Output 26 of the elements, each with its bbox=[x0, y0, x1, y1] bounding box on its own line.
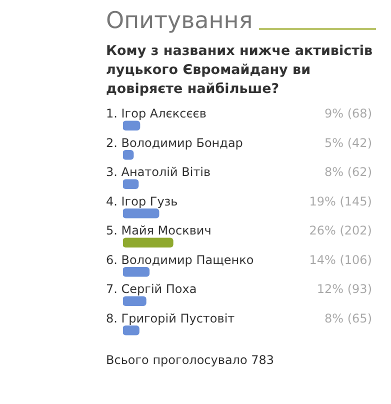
y-tick-label: 1. Ігор Алєксєєв bbox=[106, 106, 206, 121]
bar bbox=[123, 179, 139, 189]
data-label: 9% (68) bbox=[324, 106, 372, 121]
data-label: 5% (42) bbox=[324, 136, 372, 150]
y-tick-label: 5. Майя Москвич bbox=[106, 224, 212, 238]
bar bbox=[123, 208, 160, 218]
bar bbox=[123, 238, 174, 248]
data-label: 8% (62) bbox=[324, 165, 372, 180]
y-tick-label: 7. Сергій Поха bbox=[106, 282, 197, 296]
data-label: 19% (145) bbox=[309, 194, 372, 208]
y-tick-label: 4. Ігор Гузь bbox=[106, 194, 178, 208]
data-label: 14% (106) bbox=[309, 252, 372, 267]
chart-title: Опитування bbox=[106, 8, 253, 34]
data-label: 26% (202) bbox=[309, 224, 372, 238]
bar bbox=[123, 296, 146, 306]
y-tick-label: 3. Анатолій Вітів bbox=[106, 165, 211, 180]
y-tick-label: 6. Володимир Пащенко bbox=[106, 252, 254, 267]
y-tick-label: 8. Григорій Пустовіт bbox=[106, 311, 235, 326]
bar bbox=[123, 326, 140, 336]
data-label: 8% (65) bbox=[324, 311, 372, 326]
text: Кому з названих нижче активістів луцького Євромайдану ви довіряєте найбільше? bbox=[106, 42, 374, 99]
text: Всього проголосувало 783 bbox=[106, 353, 276, 367]
bar bbox=[123, 267, 150, 277]
bar bbox=[123, 120, 140, 130]
y-tick-label: 2. Володимир Бондар bbox=[106, 136, 243, 150]
data-label: 12% (93) bbox=[316, 282, 372, 296]
